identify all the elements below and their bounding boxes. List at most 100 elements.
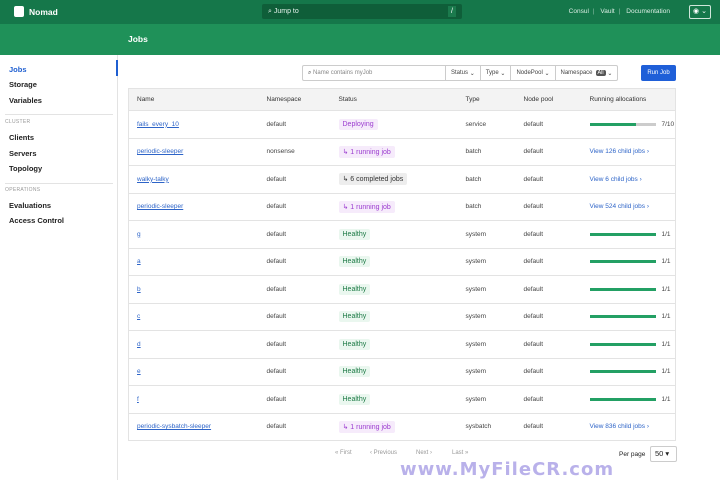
allocation-count: 1/1 — [661, 285, 671, 293]
job-name-link[interactable]: g — [137, 230, 141, 238]
pagination-previous[interactable]: ‹ Previous — [370, 450, 398, 456]
job-name-link[interactable]: periodic-sleeper — [137, 148, 184, 156]
watermark: www.MyFileCR.com — [400, 459, 615, 480]
status-badge: Healthy — [338, 338, 371, 350]
job-node-pool: default — [515, 192, 582, 221]
job-name-link[interactable]: a — [137, 258, 141, 266]
pagination-last[interactable]: Last » — [452, 450, 469, 456]
job-name-link[interactable]: d — [137, 340, 141, 348]
sidebar-item-storage[interactable]: Storage — [9, 80, 37, 89]
operations-heading: OPERATIONS — [5, 187, 41, 193]
status-badge: ↳ 1 running job — [338, 145, 395, 158]
job-namespace: nonsense — [258, 137, 331, 166]
status-filter[interactable]: Status ⌄ — [445, 66, 480, 80]
status-badge: Healthy — [338, 311, 371, 323]
allocation-count: 1/1 — [661, 258, 671, 266]
page-title: Jobs — [128, 34, 148, 44]
jump-to-search[interactable]: ⌕ Jump to / — [262, 4, 462, 19]
link-consul[interactable]: Consul — [568, 8, 589, 15]
job-node-pool: default — [515, 137, 582, 166]
job-name-link[interactable]: walky-talky — [137, 175, 169, 183]
sidebar-item-jobs[interactable]: Jobs — [9, 65, 27, 74]
job-type: system — [457, 275, 516, 303]
shortcut-key: / — [448, 6, 456, 17]
view-child-jobs-link[interactable]: View 6 child jobs › — [589, 175, 642, 183]
user-menu-button[interactable]: ◉ ⌄ — [689, 5, 711, 19]
job-name-link[interactable]: periodic-sleeper — [137, 203, 184, 211]
allocation-count: 1/1 — [661, 313, 671, 321]
pagination-next[interactable]: Next › — [416, 450, 433, 456]
top-bar: Nomad ⌕ Jump to / Consul | Vault | Document… — [0, 0, 720, 24]
job-name-link[interactable]: f — [137, 395, 139, 403]
job-node-pool: default — [515, 357, 582, 386]
job-type: system — [457, 357, 516, 386]
link-documentation[interactable]: Documentation — [626, 8, 670, 15]
col-status[interactable]: Status — [330, 88, 458, 111]
table-row[interactable]: g default Healthy system default 1/1 — [128, 220, 676, 248]
allocation-bar — [589, 232, 656, 236]
view-child-jobs-link[interactable]: View 836 child jobs › — [589, 423, 650, 431]
job-namespace: default — [258, 302, 331, 331]
table-row[interactable]: c default Healthy system default 1/1 — [128, 302, 676, 331]
pagination-first[interactable]: « First — [335, 450, 352, 456]
status-badge: Healthy — [338, 228, 371, 240]
run-job-button[interactable]: Run Job — [641, 65, 676, 81]
allocation-summary: 1/1 — [589, 285, 676, 293]
view-child-jobs-link[interactable]: View 126 child jobs › — [589, 148, 650, 156]
per-page-select[interactable]: 50 ▾ — [650, 446, 677, 462]
sidebar-item-topology[interactable]: Topology — [9, 164, 43, 173]
namespace-filter[interactable]: Namespace All ⌄ — [554, 66, 618, 80]
job-name-link[interactable]: b — [137, 285, 141, 293]
table-row[interactable]: d default Healthy system default 1/1 — [128, 330, 676, 358]
table-row[interactable]: periodic-sleeper default ↳ 1 running job… — [128, 192, 676, 221]
job-type: batch — [457, 165, 516, 193]
table-row[interactable]: fails_every_10 default Deploying service… — [128, 110, 676, 138]
sidebar-item-access-control[interactable]: Access Control — [9, 216, 65, 225]
sidebar-item-evaluations[interactable]: Evaluations — [9, 201, 52, 210]
job-name-link[interactable]: e — [137, 368, 141, 376]
job-type: service — [457, 110, 516, 138]
job-namespace: default — [258, 412, 331, 441]
table-row[interactable]: walky-talky default ↳ 6 completed jobs b… — [128, 165, 676, 193]
sidebar-item-variables[interactable]: Variables — [9, 96, 42, 105]
allocation-summary: 1/1 — [589, 368, 676, 376]
col-node-pool[interactable]: Node pool — [515, 88, 582, 111]
view-child-jobs-link[interactable]: View 524 child jobs › — [589, 203, 650, 211]
allocation-count: 1/1 — [661, 368, 671, 376]
job-node-pool: default — [515, 302, 582, 331]
job-search-input[interactable]: ⌕ Name contains myJob — [308, 69, 373, 77]
table-row[interactable]: a default Healthy system default 1/1 — [128, 247, 676, 276]
status-badge: ↳ 1 running job — [338, 420, 395, 433]
type-filter[interactable]: Type ⌄ — [479, 66, 511, 80]
status-badge: Healthy — [338, 366, 371, 378]
table-row[interactable]: periodic-sleeper nonsense ↳ 1 running jo… — [128, 137, 676, 166]
allocation-summary: 1/1 — [589, 231, 676, 238]
table-row[interactable]: e default Healthy system default 1/1 — [128, 357, 676, 386]
page-header: Jobs — [0, 24, 720, 55]
job-node-pool: default — [515, 220, 582, 248]
allocation-bar — [589, 122, 656, 126]
link-vault[interactable]: Vault — [600, 8, 615, 15]
allocation-summary: 1/1 — [589, 258, 676, 266]
allocation-bar — [589, 397, 656, 401]
chevron-down-icon: ⌄ — [544, 70, 550, 77]
nodepool-filter[interactable]: NodePool ⌄ — [510, 66, 554, 80]
sidebar-item-clients[interactable]: Clients — [9, 133, 35, 142]
nomad-logo[interactable]: Nomad — [14, 6, 58, 17]
allocation-bar-fill — [589, 122, 636, 126]
col-type[interactable]: Type — [457, 88, 516, 111]
allocation-bar — [589, 260, 656, 264]
table-row[interactable]: f default Healthy system default 1/1 — [128, 385, 676, 413]
col-name[interactable]: Name — [128, 88, 259, 111]
job-type: system — [457, 220, 516, 248]
allocation-bar — [589, 287, 656, 291]
job-name-link[interactable]: fails_every_10 — [137, 120, 179, 128]
col-namespace[interactable]: Namespace — [258, 88, 331, 111]
job-type: system — [457, 247, 516, 276]
sidebar-item-servers[interactable]: Servers — [9, 149, 37, 158]
job-name-link[interactable]: periodic-sysbatch-sleeper — [137, 423, 212, 431]
allocation-bar-fill — [589, 287, 656, 291]
job-name-link[interactable]: c — [137, 313, 141, 321]
table-row[interactable]: b default Healthy system default 1/1 — [128, 275, 676, 303]
table-row[interactable]: periodic-sysbatch-sleeper default ↳ 1 ru… — [128, 412, 676, 441]
